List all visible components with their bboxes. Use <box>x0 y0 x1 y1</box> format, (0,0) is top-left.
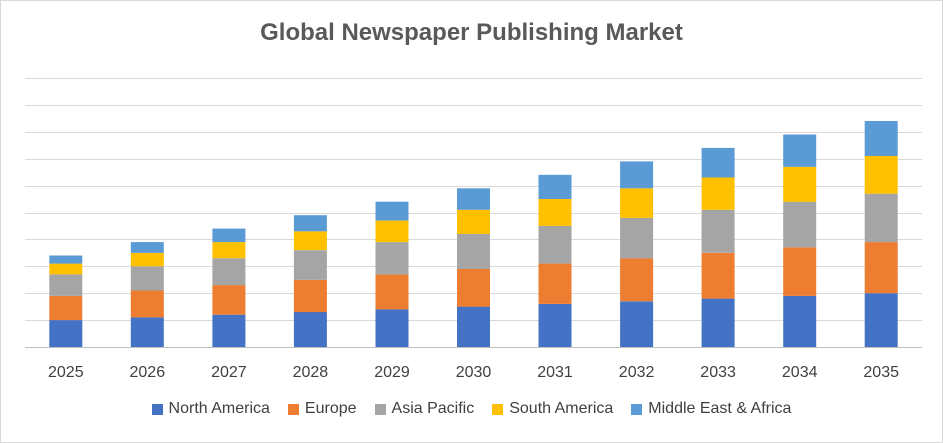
x-tick-label: 2031 <box>537 364 573 381</box>
bar-segment-asia-pacific-2028 <box>293 250 327 280</box>
bar-segment-middle-east-africa-2025 <box>49 255 83 264</box>
bar-segment-europe-2026 <box>130 290 164 318</box>
bar-segment-north-america-2029 <box>375 309 409 347</box>
x-tick-label: 2030 <box>456 364 492 381</box>
bar-segment-europe-2028 <box>293 279 327 313</box>
bar-segment-middle-east-africa-2034 <box>783 134 817 167</box>
bar-segment-north-america-2025 <box>49 320 83 347</box>
bar-segment-middle-east-africa-2026 <box>130 242 164 253</box>
bar-segment-asia-pacific-2034 <box>783 201 817 248</box>
chart-title: Global Newspaper Publishing Market <box>260 19 683 46</box>
bar-segment-north-america-2033 <box>701 298 735 347</box>
bar-segment-europe-2033 <box>701 252 735 299</box>
bar-segment-asia-pacific-2029 <box>375 242 409 275</box>
bar-segment-europe-2029 <box>375 274 409 310</box>
bar-segment-asia-pacific-2033 <box>701 209 735 253</box>
legend-label: Europe <box>304 400 357 417</box>
x-tick-label: 2026 <box>130 364 166 381</box>
legend-item: Middle East & Africa <box>631 400 791 418</box>
bar-segment-south-america-2026 <box>130 252 164 267</box>
chart-legend: North America Europe Asia Pacific South Ame… <box>1 400 942 418</box>
bar-segment-middle-east-africa-2035 <box>864 121 898 156</box>
bar-segment-europe-2025 <box>49 295 83 321</box>
bar-segment-asia-pacific-2025 <box>49 274 83 296</box>
legend-label: Asia Pacific <box>391 400 475 417</box>
bar-segment-middle-east-africa-2033 <box>701 147 735 178</box>
bar-segment-north-america-2031 <box>538 304 572 347</box>
legend-swatch <box>374 403 386 415</box>
bar-segment-middle-east-africa-2028 <box>293 215 327 232</box>
x-tick-label: 2034 <box>782 364 818 381</box>
bar-segment-asia-pacific-2030 <box>457 234 490 269</box>
bar-segment-asia-pacific-2035 <box>864 193 898 243</box>
bar-segment-middle-east-africa-2027 <box>212 228 246 243</box>
bar-segment-north-america-2026 <box>130 317 164 347</box>
bar-segment-south-america-2035 <box>864 156 898 194</box>
x-tick-label: 2025 <box>48 364 84 381</box>
bar-segment-asia-pacific-2027 <box>212 258 246 286</box>
bar-segment-europe-2034 <box>783 247 817 296</box>
bar-segment-south-america-2029 <box>375 220 409 243</box>
bar-segment-europe-2035 <box>864 242 898 294</box>
bar-segment-north-america-2034 <box>783 295 817 347</box>
bar-segment-north-america-2032 <box>620 301 654 347</box>
legend-swatch <box>631 403 643 415</box>
legend-label: South America <box>509 400 614 417</box>
legend-swatch <box>287 403 299 415</box>
x-tick-label: 2032 <box>619 364 655 381</box>
x-tick-label: 2027 <box>211 364 247 381</box>
legend-swatch <box>151 403 163 415</box>
x-tick-label: 2033 <box>700 364 736 381</box>
bar-segment-south-america-2032 <box>620 188 654 218</box>
legend-label: North America <box>168 400 270 417</box>
bar-segment-middle-east-africa-2032 <box>620 161 654 189</box>
bar-segment-south-america-2033 <box>701 177 735 210</box>
bar-segment-south-america-2028 <box>293 231 327 251</box>
legend-item: Europe <box>287 400 357 418</box>
legend-item: South America <box>492 400 613 418</box>
bar-segment-asia-pacific-2026 <box>130 266 164 291</box>
bar-segment-south-america-2030 <box>457 209 490 234</box>
legend-label: Middle East & Africa <box>648 400 792 417</box>
bar-segment-middle-east-africa-2029 <box>375 201 409 221</box>
bar-segment-middle-east-africa-2030 <box>457 188 490 210</box>
x-tick-label: 2029 <box>374 364 410 381</box>
bar-segment-north-america-2035 <box>864 293 898 347</box>
x-tick-label: 2028 <box>293 364 329 381</box>
x-tick-label: 2035 <box>863 364 899 381</box>
bar-segment-europe-2027 <box>212 285 246 315</box>
bar-segment-north-america-2030 <box>457 306 490 347</box>
bar-segment-south-america-2025 <box>49 263 83 275</box>
bar-segment-south-america-2031 <box>538 199 572 226</box>
bar-segment-north-america-2027 <box>212 314 246 347</box>
legend-item: North America <box>151 400 270 418</box>
bar-segment-south-america-2034 <box>783 166 817 202</box>
bar-segment-europe-2032 <box>620 258 654 302</box>
bar-segment-north-america-2028 <box>293 312 327 347</box>
legend-item: Asia Pacific <box>374 400 475 418</box>
bar-segment-middle-east-africa-2031 <box>538 174 572 199</box>
bar-segment-asia-pacific-2032 <box>620 217 654 259</box>
bar-segment-europe-2030 <box>457 269 490 307</box>
bar-segment-europe-2031 <box>538 263 572 304</box>
bar-segment-asia-pacific-2031 <box>538 225 572 264</box>
legend-swatch <box>492 403 504 415</box>
bar-segment-south-america-2027 <box>212 242 246 259</box>
